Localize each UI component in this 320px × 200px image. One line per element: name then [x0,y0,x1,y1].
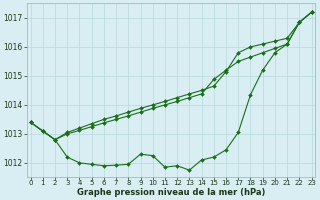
X-axis label: Graphe pression niveau de la mer (hPa): Graphe pression niveau de la mer (hPa) [77,188,265,197]
